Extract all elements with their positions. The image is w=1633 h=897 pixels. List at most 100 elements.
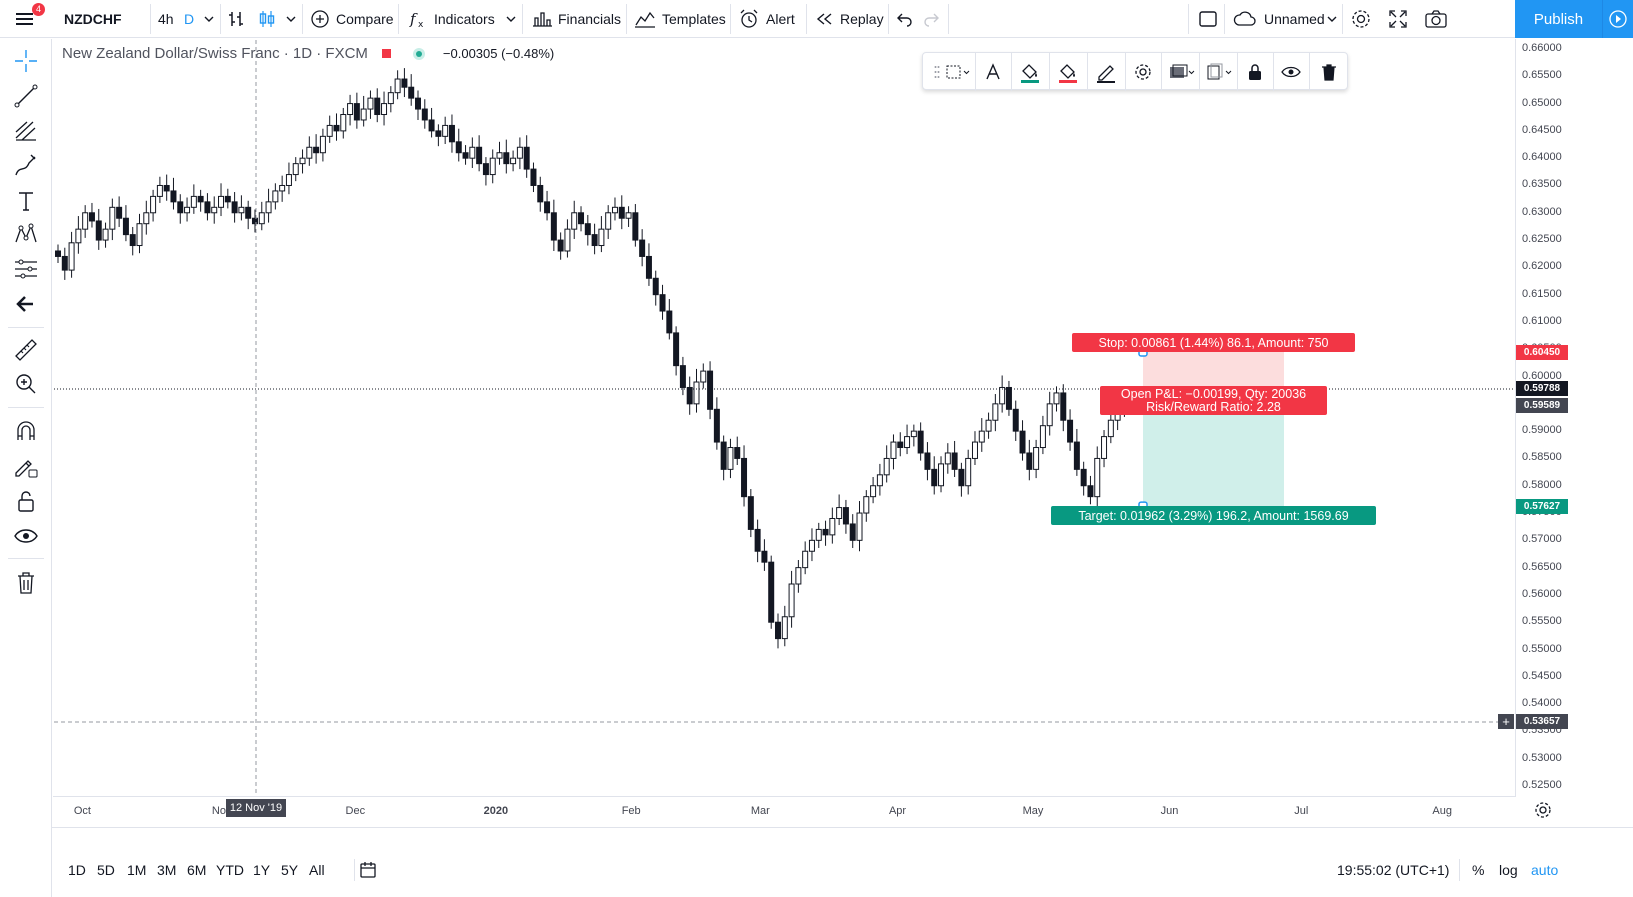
save-layout-button[interactable]: Unnamed <box>1232 0 1325 38</box>
lock-all-tool[interactable] <box>12 487 40 515</box>
pnl-box[interactable]: Open P&L: −0.00199, Qty: 20036 Risk/Rewa… <box>1100 386 1327 415</box>
text-button[interactable] <box>983 62 1003 82</box>
trend-line-tool[interactable] <box>12 82 40 110</box>
forecast-icon <box>15 259 37 279</box>
crosshair-tool[interactable] <box>12 47 40 75</box>
lock-button[interactable] <box>1245 62 1265 82</box>
stop-label[interactable]: Stop: 0.00861 (1.44%) 86.1, Amount: 750 <box>1072 333 1355 352</box>
candle <box>578 206 585 232</box>
candle <box>544 190 551 221</box>
compare-button[interactable]: Compare <box>310 0 394 38</box>
range-button-3m[interactable]: 3M <box>157 862 177 878</box>
layout-select-button[interactable] <box>1198 0 1218 38</box>
clock[interactable]: 19:55:02 (UTC+1) <box>1337 862 1450 878</box>
alarm-clock-icon <box>740 9 758 28</box>
chart-style-dropdown[interactable] <box>286 0 296 38</box>
fib-tool[interactable] <box>12 117 40 145</box>
line-color[interactable] <box>1095 62 1115 83</box>
add-alert-plus-button[interactable]: + <box>1498 714 1514 729</box>
back-tool[interactable] <box>12 290 40 318</box>
drag-handle[interactable] <box>927 62 947 82</box>
candles-icon <box>259 11 275 27</box>
replay-button[interactable]: Replay <box>816 0 884 38</box>
chart-settings-button[interactable] <box>1533 800 1553 823</box>
settings-button[interactable] <box>1133 62 1153 82</box>
pencil-icon <box>1097 65 1115 83</box>
price-tick-label: 0.56000 <box>1522 587 1562 600</box>
eye-icon <box>1281 66 1301 78</box>
interval-4h[interactable]: 4h <box>158 11 174 27</box>
templates-icon <box>635 11 655 28</box>
menu-button[interactable]: 4 <box>12 0 46 38</box>
alert-button[interactable]: Alert <box>738 0 795 38</box>
range-button-1d[interactable]: 1D <box>68 862 86 878</box>
candle <box>1033 439 1040 479</box>
log-toggle[interactable]: log <box>1499 862 1518 878</box>
candle <box>924 442 931 481</box>
undo-button[interactable] <box>896 0 914 38</box>
target-label[interactable]: Target: 0.01962 (3.29%) 196.2, Amount: 1… <box>1051 506 1376 525</box>
range-button-1m[interactable]: 1M <box>127 862 147 878</box>
clone-button[interactable] <box>1205 62 1233 82</box>
delete-button[interactable] <box>1319 62 1339 82</box>
candle-style-button[interactable] <box>258 0 276 38</box>
stop-fill-color[interactable] <box>1019 62 1039 83</box>
range-button-5d[interactable]: 5D <box>97 862 115 878</box>
indicators-button[interactable]: f x Indicators <box>408 0 495 38</box>
interval-d[interactable]: D <box>184 11 195 27</box>
candle <box>197 189 204 212</box>
lock-drawing-tool[interactable] <box>12 452 40 480</box>
measure-tool[interactable] <box>12 336 40 364</box>
auto-toggle[interactable]: auto <box>1531 862 1559 878</box>
text-tool[interactable] <box>12 187 40 215</box>
target-fill-color[interactable] <box>1057 62 1077 83</box>
date-range-button[interactable] <box>358 860 378 883</box>
range-button-1y[interactable]: 1Y <box>253 862 271 878</box>
range-button-all[interactable]: All <box>309 862 325 878</box>
candle <box>910 424 917 447</box>
candle <box>686 376 693 415</box>
chevron-down-icon <box>286 16 296 22</box>
candle <box>428 107 435 138</box>
prediction-tool[interactable] <box>12 255 40 283</box>
hide-drawings-tool[interactable] <box>12 522 40 550</box>
brush-tool[interactable] <box>12 152 40 180</box>
layout-dropdown[interactable] <box>1327 0 1337 38</box>
percent-toggle[interactable]: % <box>1472 862 1485 878</box>
publish-button[interactable]: Publish <box>1515 0 1602 38</box>
zoom-tool[interactable] <box>12 370 40 398</box>
publish-options-button[interactable] <box>1602 0 1633 38</box>
settings-button[interactable] <box>1350 0 1372 38</box>
snapshot-button[interactable] <box>1424 0 1448 38</box>
symbol-search[interactable]: NZDCHF <box>64 11 122 27</box>
template-button[interactable] <box>945 62 971 82</box>
visual-order-button[interactable] <box>1167 62 1195 82</box>
financials-button[interactable]: Financials <box>532 0 621 38</box>
magnet-tool[interactable] <box>12 417 40 445</box>
interval-dropdown[interactable] <box>204 0 214 38</box>
range-button-5y[interactable]: 5Y <box>281 862 299 878</box>
range-button-6m[interactable]: 6M <box>187 862 207 878</box>
remove-drawings-tool[interactable] <box>12 569 40 597</box>
rewind-icon <box>816 13 832 25</box>
fullscreen-button[interactable] <box>1388 0 1408 38</box>
candle <box>632 204 639 247</box>
arrow-left-icon <box>16 296 33 312</box>
candle <box>374 88 381 123</box>
bar-style-button[interactable] <box>228 0 246 38</box>
time-tick-label: Jun <box>1160 805 1179 817</box>
range-button-ytd[interactable]: YTD <box>216 862 244 878</box>
redo-button[interactable] <box>922 0 940 38</box>
templates-button[interactable]: Templates <box>634 0 726 38</box>
alert-label: Alert <box>766 11 795 27</box>
time-tick-label: Aug <box>1432 805 1452 817</box>
indicators-dropdown[interactable] <box>506 0 516 38</box>
target-zone[interactable] <box>1143 398 1284 507</box>
fullscreen-icon <box>1389 10 1407 28</box>
pattern-tool[interactable] <box>12 221 40 249</box>
candle <box>693 368 700 413</box>
symbol-title[interactable]: New Zealand Dollar/Swiss Franc · 1D · FX… <box>62 45 368 62</box>
hide-button[interactable] <box>1281 62 1301 82</box>
notification-badge: 4 <box>32 3 46 16</box>
